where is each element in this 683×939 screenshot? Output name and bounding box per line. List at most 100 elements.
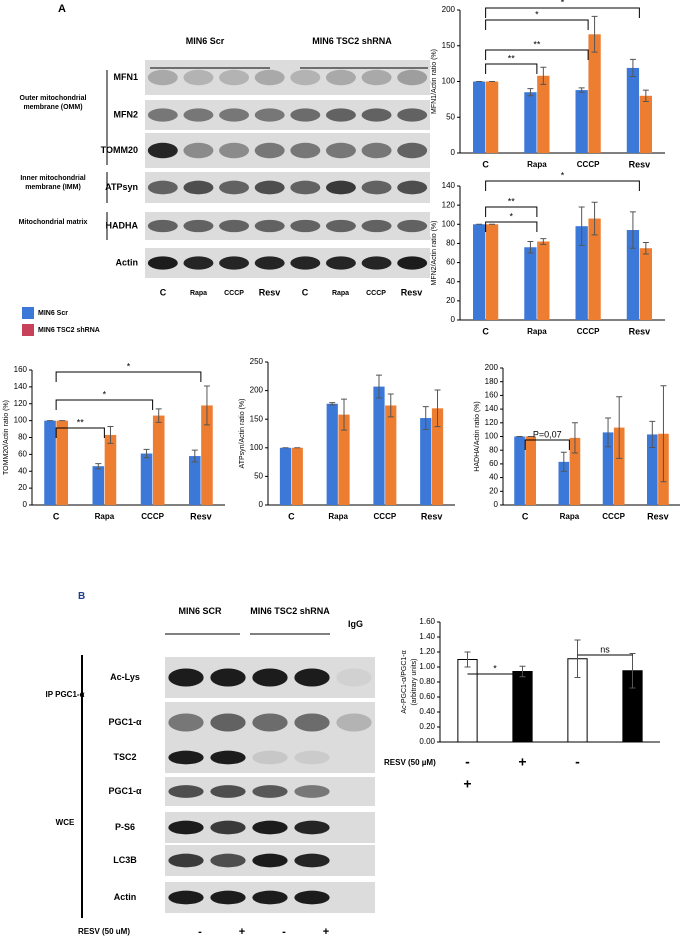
error-bar bbox=[629, 58, 636, 77]
x-tick-label: C bbox=[288, 511, 295, 521]
bar bbox=[588, 34, 601, 154]
error-bar bbox=[191, 449, 198, 463]
bar bbox=[485, 81, 499, 153]
band bbox=[168, 750, 204, 765]
y-tick-label: 0.60 bbox=[419, 692, 435, 701]
band bbox=[294, 820, 330, 835]
blot bbox=[145, 60, 430, 95]
y-tick-label: 20 bbox=[446, 296, 455, 305]
significance-label: ns bbox=[600, 644, 610, 654]
lane-header: MIN6 SCR bbox=[178, 606, 222, 616]
bar bbox=[140, 453, 153, 505]
row-label: MFN2 bbox=[114, 109, 139, 119]
bar bbox=[291, 447, 303, 505]
x-tick-label: Resv bbox=[629, 326, 651, 336]
band bbox=[290, 69, 321, 86]
error-bar bbox=[578, 206, 585, 246]
x-tick-label: CCCP bbox=[602, 512, 625, 521]
y-tick-label: 160 bbox=[14, 365, 28, 374]
band bbox=[294, 785, 330, 798]
bar bbox=[473, 224, 486, 320]
x-tick-label: Resv bbox=[629, 159, 651, 169]
band bbox=[361, 69, 392, 86]
y-tick-label: 60 bbox=[489, 459, 498, 468]
band bbox=[294, 853, 330, 868]
error-bar bbox=[329, 402, 336, 406]
band bbox=[147, 256, 178, 270]
significance-bracket bbox=[524, 439, 570, 450]
y-tick-label: 1.20 bbox=[419, 647, 435, 656]
y-tick-label: 100 bbox=[250, 443, 264, 452]
bar bbox=[639, 95, 652, 153]
y-tick-label: 40 bbox=[18, 466, 27, 475]
y-tick-label: 100 bbox=[442, 219, 456, 228]
bar bbox=[639, 248, 652, 320]
y-axis-label: MFN2/Actin ratio (%) bbox=[431, 221, 438, 286]
y-axis-label: Ac-PGC1-α/PGC1-α bbox=[401, 650, 408, 713]
significance-bracket bbox=[485, 7, 640, 18]
band bbox=[147, 142, 178, 159]
y-tick-label: 120 bbox=[14, 399, 28, 408]
legend-swatch bbox=[22, 307, 34, 319]
significance-bracket bbox=[55, 371, 202, 382]
band bbox=[219, 219, 250, 233]
bar bbox=[385, 405, 397, 505]
bar bbox=[575, 226, 588, 320]
x-tick-label: CCCP bbox=[374, 512, 397, 521]
y-tick-label: 50 bbox=[446, 112, 455, 121]
band bbox=[294, 668, 330, 687]
y-tick-label: 1.60 bbox=[419, 617, 435, 626]
band bbox=[252, 750, 288, 765]
band bbox=[361, 219, 392, 233]
bar bbox=[588, 218, 601, 320]
band bbox=[147, 108, 178, 122]
x-tick-label: Rapa bbox=[560, 512, 580, 521]
band bbox=[147, 180, 178, 195]
y-tick-label: 0.20 bbox=[419, 722, 435, 731]
row-label: TSC2 bbox=[113, 752, 136, 762]
lane-header: MIN6 TSC2 shRNA bbox=[250, 606, 330, 616]
band bbox=[219, 142, 250, 159]
band bbox=[210, 668, 246, 687]
bar bbox=[524, 92, 537, 153]
x-tick-label: C bbox=[53, 511, 60, 521]
y-tick-label: 1.00 bbox=[419, 662, 435, 671]
y-tick-label: 0 bbox=[451, 148, 456, 157]
error-bar bbox=[143, 448, 150, 459]
bar bbox=[537, 75, 550, 153]
band bbox=[361, 180, 392, 195]
y-tick-label: 80 bbox=[18, 433, 27, 442]
band bbox=[325, 69, 356, 86]
group-label: Inner mitochondrial membrane (IMM) bbox=[20, 175, 86, 191]
error-bar bbox=[527, 241, 534, 254]
y-axis-label: (arbitrary units) bbox=[411, 658, 418, 705]
row-label: PGC1-α bbox=[108, 717, 142, 727]
row-label: Actin bbox=[116, 257, 139, 267]
lane-label: CCCP bbox=[224, 290, 244, 297]
significance-label: * bbox=[561, 170, 565, 180]
bar bbox=[420, 418, 432, 505]
error-bar bbox=[387, 393, 394, 418]
band bbox=[290, 180, 321, 195]
error-bar bbox=[155, 408, 162, 423]
x-tick-label: Rapa bbox=[527, 160, 547, 169]
bar bbox=[575, 90, 588, 153]
band bbox=[147, 69, 178, 86]
band bbox=[325, 219, 356, 233]
band bbox=[397, 142, 428, 159]
band bbox=[183, 69, 214, 86]
significance-bracket bbox=[485, 49, 589, 60]
band bbox=[210, 785, 246, 798]
band bbox=[210, 890, 246, 905]
band bbox=[183, 180, 214, 195]
band bbox=[254, 180, 285, 195]
band bbox=[254, 69, 285, 86]
y-tick-label: 0.00 bbox=[419, 737, 435, 746]
bar bbox=[626, 67, 640, 153]
treatment-sign: + bbox=[323, 926, 329, 938]
band bbox=[168, 785, 204, 798]
error-bar bbox=[629, 211, 636, 249]
y-axis-label: ATPsyn/Actin ratio (%) bbox=[239, 399, 246, 469]
y-tick-label: 80 bbox=[489, 445, 498, 454]
significance-bracket bbox=[485, 63, 538, 74]
